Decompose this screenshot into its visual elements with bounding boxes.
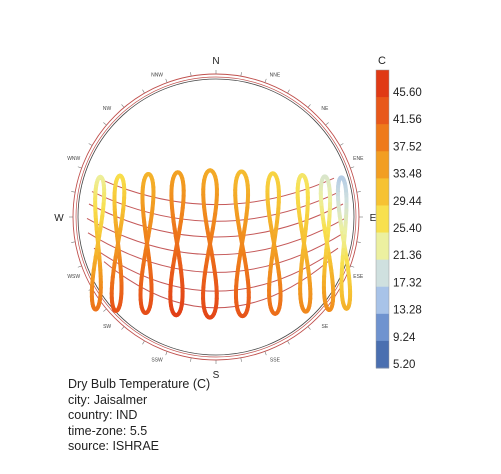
compass-tick <box>142 89 145 94</box>
compass-label-nw: NW <box>103 106 112 112</box>
compass-label-nne: NNE <box>270 73 281 79</box>
compass-tick <box>287 89 290 94</box>
legend-tick-label: 37.52 <box>393 141 422 153</box>
compass-tick <box>339 143 344 146</box>
legend-border <box>375 69 390 369</box>
timezone-label: time-zone: 5.5 <box>68 423 148 438</box>
legend-tick-label: 25.40 <box>393 223 422 235</box>
legend-tick-label: 33.48 <box>393 169 422 181</box>
compass-label-nnw: NNW <box>151 73 163 79</box>
color-legend: C 45.60 41.56 37.52 33.48 29.44 25.40 21.36 17.3… <box>375 55 422 371</box>
legend-tick-label: 5.20 <box>393 359 415 371</box>
legend-swatch <box>376 70 389 98</box>
legend-swatch <box>376 259 389 288</box>
legend-swatch <box>376 178 389 206</box>
compass-label-se: SE <box>322 324 329 330</box>
country-label: country: IND <box>68 408 138 422</box>
legend-tick-label: 9.24 <box>393 332 416 344</box>
compass-tick <box>71 241 76 243</box>
compass-tick <box>325 122 329 126</box>
compass-tick <box>356 191 361 193</box>
legend-swatch <box>376 340 389 369</box>
legend-unit: C <box>378 55 386 67</box>
city-label: city: Jaisalmer <box>68 392 148 407</box>
legend-tick-label: 45.60 <box>393 87 422 99</box>
compass-label-ne: NE <box>321 106 329 112</box>
legend-swatch <box>376 151 389 179</box>
compass-tick <box>190 72 192 77</box>
compass-tick <box>287 340 290 345</box>
compass-tick <box>240 72 242 77</box>
legend-tick-label: 41.56 <box>393 114 422 126</box>
compass-label-wnw: WNW <box>67 156 80 162</box>
compass-tick <box>307 104 311 108</box>
compass-label-ese: ESE <box>353 274 364 280</box>
compass-label-sse: SSE <box>270 357 281 363</box>
legend-tick-label: 17.32 <box>393 277 422 289</box>
compass-tick <box>190 357 192 362</box>
compass-tick <box>165 78 168 83</box>
compass-tick <box>71 191 76 193</box>
legend-tick-label: 29.44 <box>393 196 422 208</box>
legend-tick-label: 21.36 <box>393 250 422 262</box>
compass-label-w: W <box>54 213 64 224</box>
middle-ring <box>75 76 357 358</box>
compass-tick <box>165 351 168 356</box>
compass-tick <box>350 265 355 268</box>
chart-title: Dry Bulb Temperature (C) <box>68 377 211 391</box>
compass-label-sw: SW <box>103 324 111 330</box>
legend-swatch <box>376 313 389 342</box>
compass-label-wsw: WSW <box>67 274 80 280</box>
compass-tick <box>264 78 267 83</box>
compass-tick <box>88 143 93 146</box>
compass-tick <box>121 326 125 330</box>
compass-tick <box>240 357 242 362</box>
legend-swatch <box>376 97 389 125</box>
compass-label-s: S <box>213 370 220 381</box>
compass-tick <box>77 166 82 169</box>
legend-swatch <box>376 205 389 234</box>
compass-tick <box>356 241 361 243</box>
legend-swatch <box>376 124 389 152</box>
legend-swatch <box>376 232 389 261</box>
compass-tick <box>121 104 125 108</box>
analemma-group <box>89 168 353 320</box>
compass-label-ssw: SSW <box>151 357 163 363</box>
info-block: Dry Bulb Temperature (C) city: Jaisalmer… <box>68 377 210 455</box>
compass-label-e: E <box>370 213 377 224</box>
compass-tick <box>264 351 267 356</box>
horizon-ring <box>77 78 355 356</box>
compass-label-n: N <box>212 56 219 67</box>
compass-tick <box>103 308 107 312</box>
source-label: source: ISHRAE <box>68 439 160 453</box>
compass-tick <box>307 326 311 330</box>
compass-label-ene: ENE <box>353 156 364 162</box>
legend-tick-label: 13.28 <box>393 305 422 317</box>
compass-tick <box>142 340 145 345</box>
compass-tick <box>350 166 355 169</box>
compass-tick <box>103 122 107 126</box>
compass-tick <box>77 265 82 268</box>
legend-swatch <box>376 286 389 315</box>
